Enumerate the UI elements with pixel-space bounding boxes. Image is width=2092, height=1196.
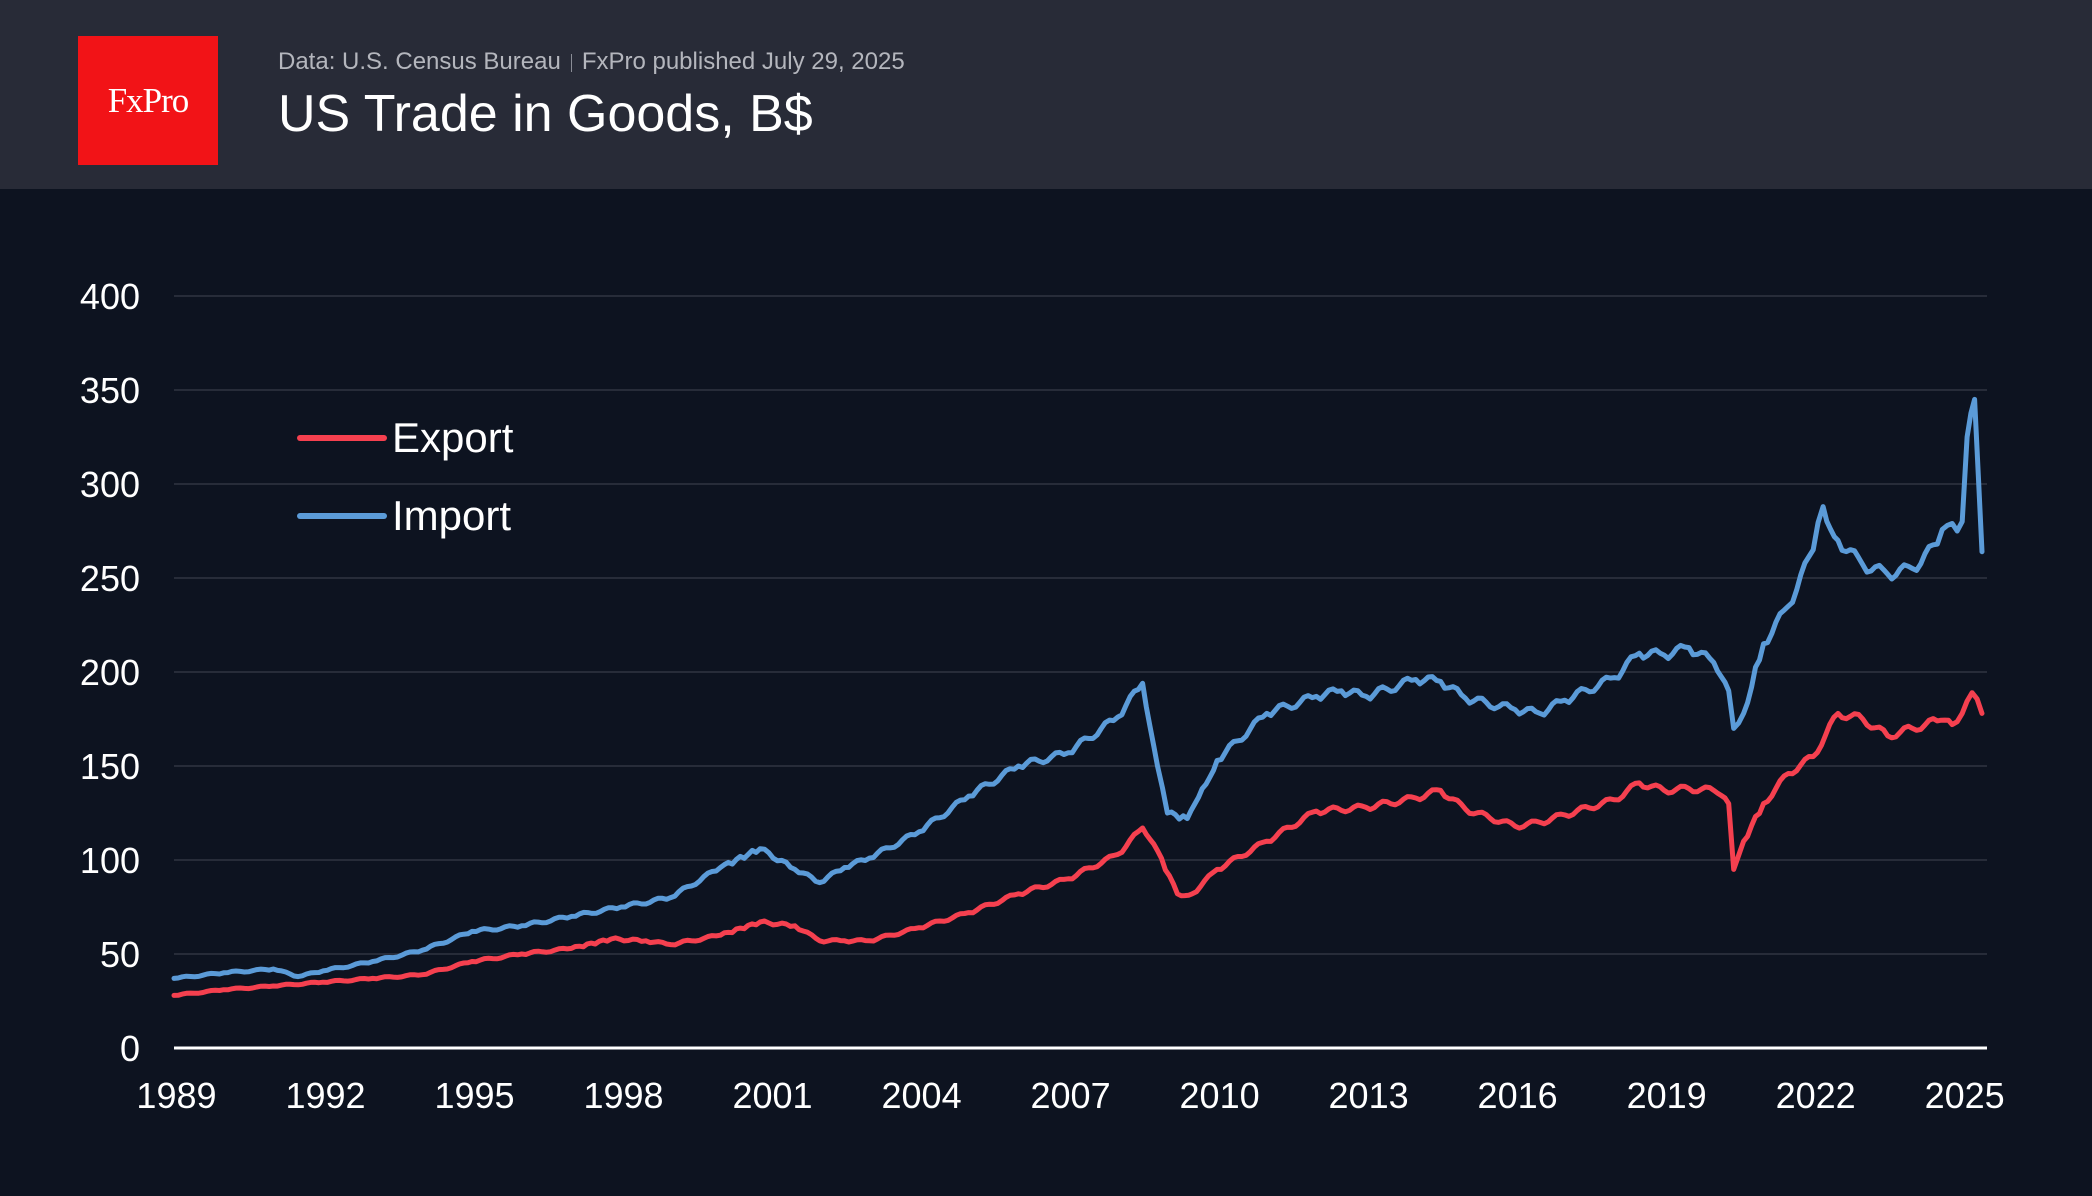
legend-import-label: Import [392,492,511,539]
x-tick-label: 2016 [1478,1075,1558,1116]
header-bar: FxPro Data: U.S. Census Bureau FxPro publ… [0,0,2092,189]
x-tick-label: 2019 [1627,1075,1707,1116]
legend: Export Import [297,414,514,539]
x-tick-label: 2007 [1031,1075,1111,1116]
fxpro-logo: FxPro [78,36,218,165]
x-tick-label: 1995 [434,1075,514,1116]
x-tick-label: 2022 [1776,1075,1856,1116]
logo-text: FxPro [107,80,190,120]
y-tick-label: 400 [80,276,140,317]
x-tick-label: 2004 [882,1075,962,1116]
x-axis-labels: 1989 1992 1995 1998 2001 2004 2007 2010 2013 2016… [136,1075,2004,1116]
y-axis-labels: 0 50 100 150 200 250 300 350 400 [80,276,140,1069]
x-tick-label: 1992 [285,1075,365,1116]
x-tick-label: 2025 [1925,1075,2005,1116]
y-tick-label: 100 [80,840,140,881]
gridlines [174,295,1987,955]
chart-title: US Trade in Goods, B$ [278,85,813,143]
x-tick-label: 2010 [1180,1075,1260,1116]
series-line-import [171,396,1985,981]
published-date: FxPro published July 29, 2025 [581,48,905,75]
y-tick-label: 300 [80,464,140,505]
legend-export-label: Export [392,414,514,461]
x-tick-label: 2001 [732,1075,812,1116]
x-tick-label: 1989 [136,1075,216,1116]
y-tick-label: 250 [80,558,140,599]
x-tick-label: 1998 [583,1075,663,1116]
separator [570,53,572,72]
x-tick-label: 2013 [1329,1075,1409,1116]
y-tick-label: 0 [120,1028,140,1069]
y-tick-label: 200 [80,652,140,693]
y-tick-label: 350 [80,370,140,411]
data-source: Data: U.S. Census Bureau [278,48,561,75]
series-line-export [171,690,1985,998]
series-lines [171,396,1985,998]
chart-subtitle: Data: U.S. Census Bureau FxPro published … [278,48,905,76]
y-tick-label: 50 [100,934,140,975]
y-tick-label: 150 [80,746,140,787]
